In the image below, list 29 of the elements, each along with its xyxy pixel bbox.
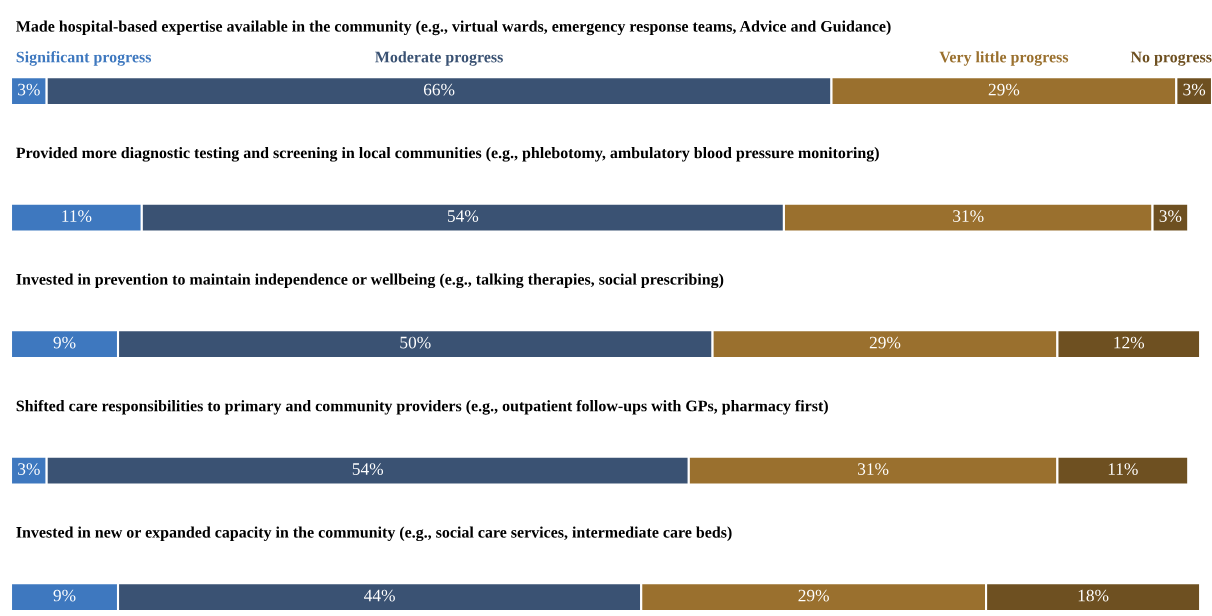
series-label: No progress	[1130, 51, 1212, 66]
data-label: 44%	[364, 589, 395, 602]
y-tick-label: Shifted care responsibilities to primary and community providers (e.g., outpatient follow-ups with GPs, pharmacy first)	[16, 399, 828, 415]
data-label: 3%	[1183, 83, 1206, 96]
data-label: 11%	[62, 210, 92, 222]
series-label: Significant progress	[16, 51, 152, 66]
data-label: 29%	[988, 83, 1020, 96]
y-tick-label: Invested in prevention to maintain independence or wellbeing (e.g., talking therapies, social prescribing)	[16, 273, 724, 289]
series-label: Moderate progress	[375, 51, 503, 66]
y-tick-label: Provided more diagnostic testing and screening in local communities (e.g., phlebotomy, ambulatory blood pressure monitoring)	[16, 147, 879, 162]
data-label: 66%	[423, 83, 455, 96]
data-label: 31%	[858, 463, 889, 475]
data-label: 12%	[1114, 336, 1145, 349]
data-label: 54%	[352, 463, 384, 475]
y-tick-label: Invested in new or expanded capacity in the community (e.g., social care services, intermediate care beds)	[16, 526, 732, 542]
data-label: 29%	[798, 589, 829, 602]
y-tick-label: Made hospital-based expertise available in the community (e.g., virtual wards, emergency response teams, Advice and Guidance)	[16, 20, 891, 36]
data-label: 50%	[400, 336, 431, 349]
data-label: 11%	[1108, 463, 1138, 475]
series-label: Very little progress	[939, 51, 1069, 66]
data-label: 9%	[53, 589, 76, 602]
data-label: 3%	[18, 83, 40, 96]
data-label: 9%	[53, 336, 76, 349]
data-label: 31%	[953, 210, 984, 222]
data-label: 54%	[447, 210, 479, 222]
data-label: 3%	[18, 463, 40, 475]
data-label: 29%	[869, 336, 901, 349]
data-label: 3%	[1159, 210, 1182, 222]
data-label: 18%	[1078, 589, 1109, 602]
